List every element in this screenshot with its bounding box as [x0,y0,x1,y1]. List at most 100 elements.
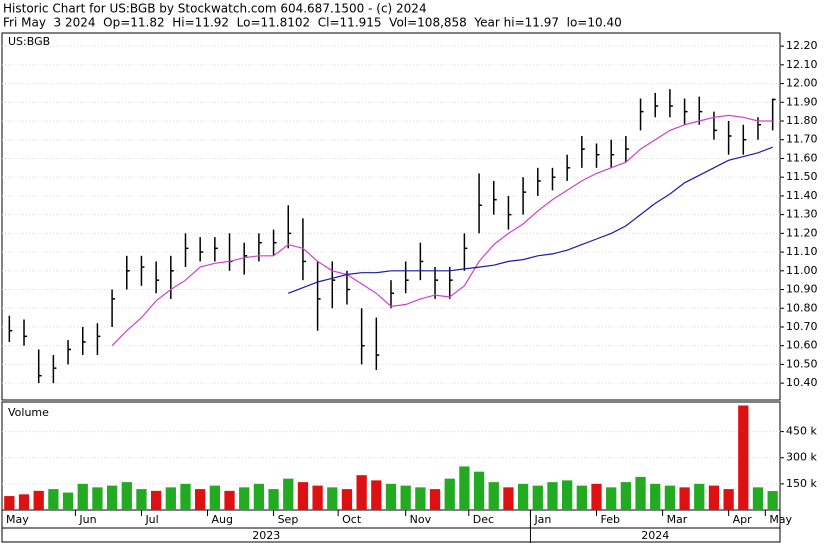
volume-bar [121,482,132,510]
x-tick-label: May [769,513,792,526]
volume-bar [150,490,162,510]
volume-bar [503,487,514,510]
y-tick-label: 11.50 [786,170,818,183]
x-tick-label: Dec [473,513,494,526]
volume-bar [268,489,279,510]
volume-bar [136,489,147,510]
volume-bar [341,489,353,510]
volume-bar [224,490,235,510]
volume-bar [239,487,250,510]
symbol-label: US:BGB [8,35,50,48]
y-tick-label: 10.70 [786,320,818,333]
y-tick-label: 11.40 [786,189,818,202]
year-label: 2023 [252,529,280,542]
y-tick-label: 10.80 [786,301,818,314]
volume-bar [385,483,397,510]
y-tick-label: 10.40 [786,376,818,389]
price-panel [1,32,781,401]
y-tick-label: 12.00 [786,77,818,90]
y-tick-label: 450 k [786,425,817,438]
volume-bar [195,489,206,510]
x-tick-label: May [6,513,29,526]
x-tick-label: Oct [342,513,362,526]
moving-average-line [111,114,773,347]
y-tick-label: 11.20 [786,226,818,239]
volume-bar [253,483,265,510]
volume-bar [327,487,338,510]
x-tick-label: Feb [601,513,620,526]
volume-label: Volume [8,406,49,419]
x-tick-label: Sep [278,513,299,526]
volume-bar [356,475,367,510]
volume-bar [180,483,191,510]
y-tick-label: 12.20 [786,39,818,52]
x-tick-label: Nov [410,513,432,526]
y-tick-label: 11.30 [786,208,818,221]
volume-bar [62,492,74,510]
volume-bar [620,482,632,510]
volume-bar [459,466,470,510]
volume-bar [606,487,617,510]
volume-bar [635,476,646,510]
volume-bar [165,487,176,510]
volume-bar [444,478,455,510]
volume-bar [4,496,15,510]
volume-bar [679,487,690,510]
volume-bar [77,483,88,510]
y-tick-label: 12.10 [786,58,818,71]
volume-bar [18,494,30,510]
y-tick-label: 11.60 [786,151,818,164]
volume-bar [473,471,485,510]
volume-bar [694,483,705,510]
chart-title: Historic Chart for US:BGB by Stockwatch.… [3,2,427,16]
moving-average-line [287,146,773,294]
y-tick-label: 11.10 [786,245,818,258]
volume-bar [106,485,118,510]
y-tick-label: 11.90 [786,95,818,108]
y-tick-label: 11.00 [786,264,818,277]
chart-subtitle: Fri May 3 2024 Op=11.82 Hi=11.92 Lo=11.8… [3,16,622,30]
y-tick-label: 300 k [786,451,817,464]
volume-bar [283,478,294,510]
year-label: 2024 [641,529,669,542]
volume-bar [708,485,720,510]
volume-bar [723,489,734,510]
volume-bar [576,485,587,510]
volume-bar [33,490,44,510]
volume-bar [664,485,676,510]
y-tick-label: 150 k [786,477,817,490]
volume-bar [488,482,499,510]
y-tick-label: 11.70 [786,133,818,146]
volume-bar [547,482,558,510]
volume-bar [650,483,661,510]
volume-bar [532,485,543,510]
x-tick-label: Jan [533,513,551,526]
volume-bar [429,489,441,510]
volume-bar [415,487,426,510]
volume-bar [371,480,382,510]
volume-bar [48,489,59,510]
volume-bar [752,487,764,510]
volume-bar [517,483,529,510]
volume-bar [209,485,220,510]
x-tick-label: Mar [667,513,688,526]
x-tick-label: Jun [78,513,96,526]
volume-bar [591,483,602,510]
x-tick-label: Aug [212,513,233,526]
volume-bar [400,485,411,510]
volume-bar [562,480,573,510]
y-tick-label: 10.90 [786,283,818,296]
x-tick-label: Jul [144,513,158,526]
volume-bar [297,482,309,510]
volume-bar [92,487,103,510]
y-tick-label: 11.80 [786,114,818,127]
x-tick-label: Apr [733,513,753,526]
y-tick-label: 10.60 [786,339,818,352]
volume-bar [738,405,749,510]
y-tick-label: 10.50 [786,357,818,370]
volume-bar [767,491,778,510]
volume-bar [312,485,323,510]
